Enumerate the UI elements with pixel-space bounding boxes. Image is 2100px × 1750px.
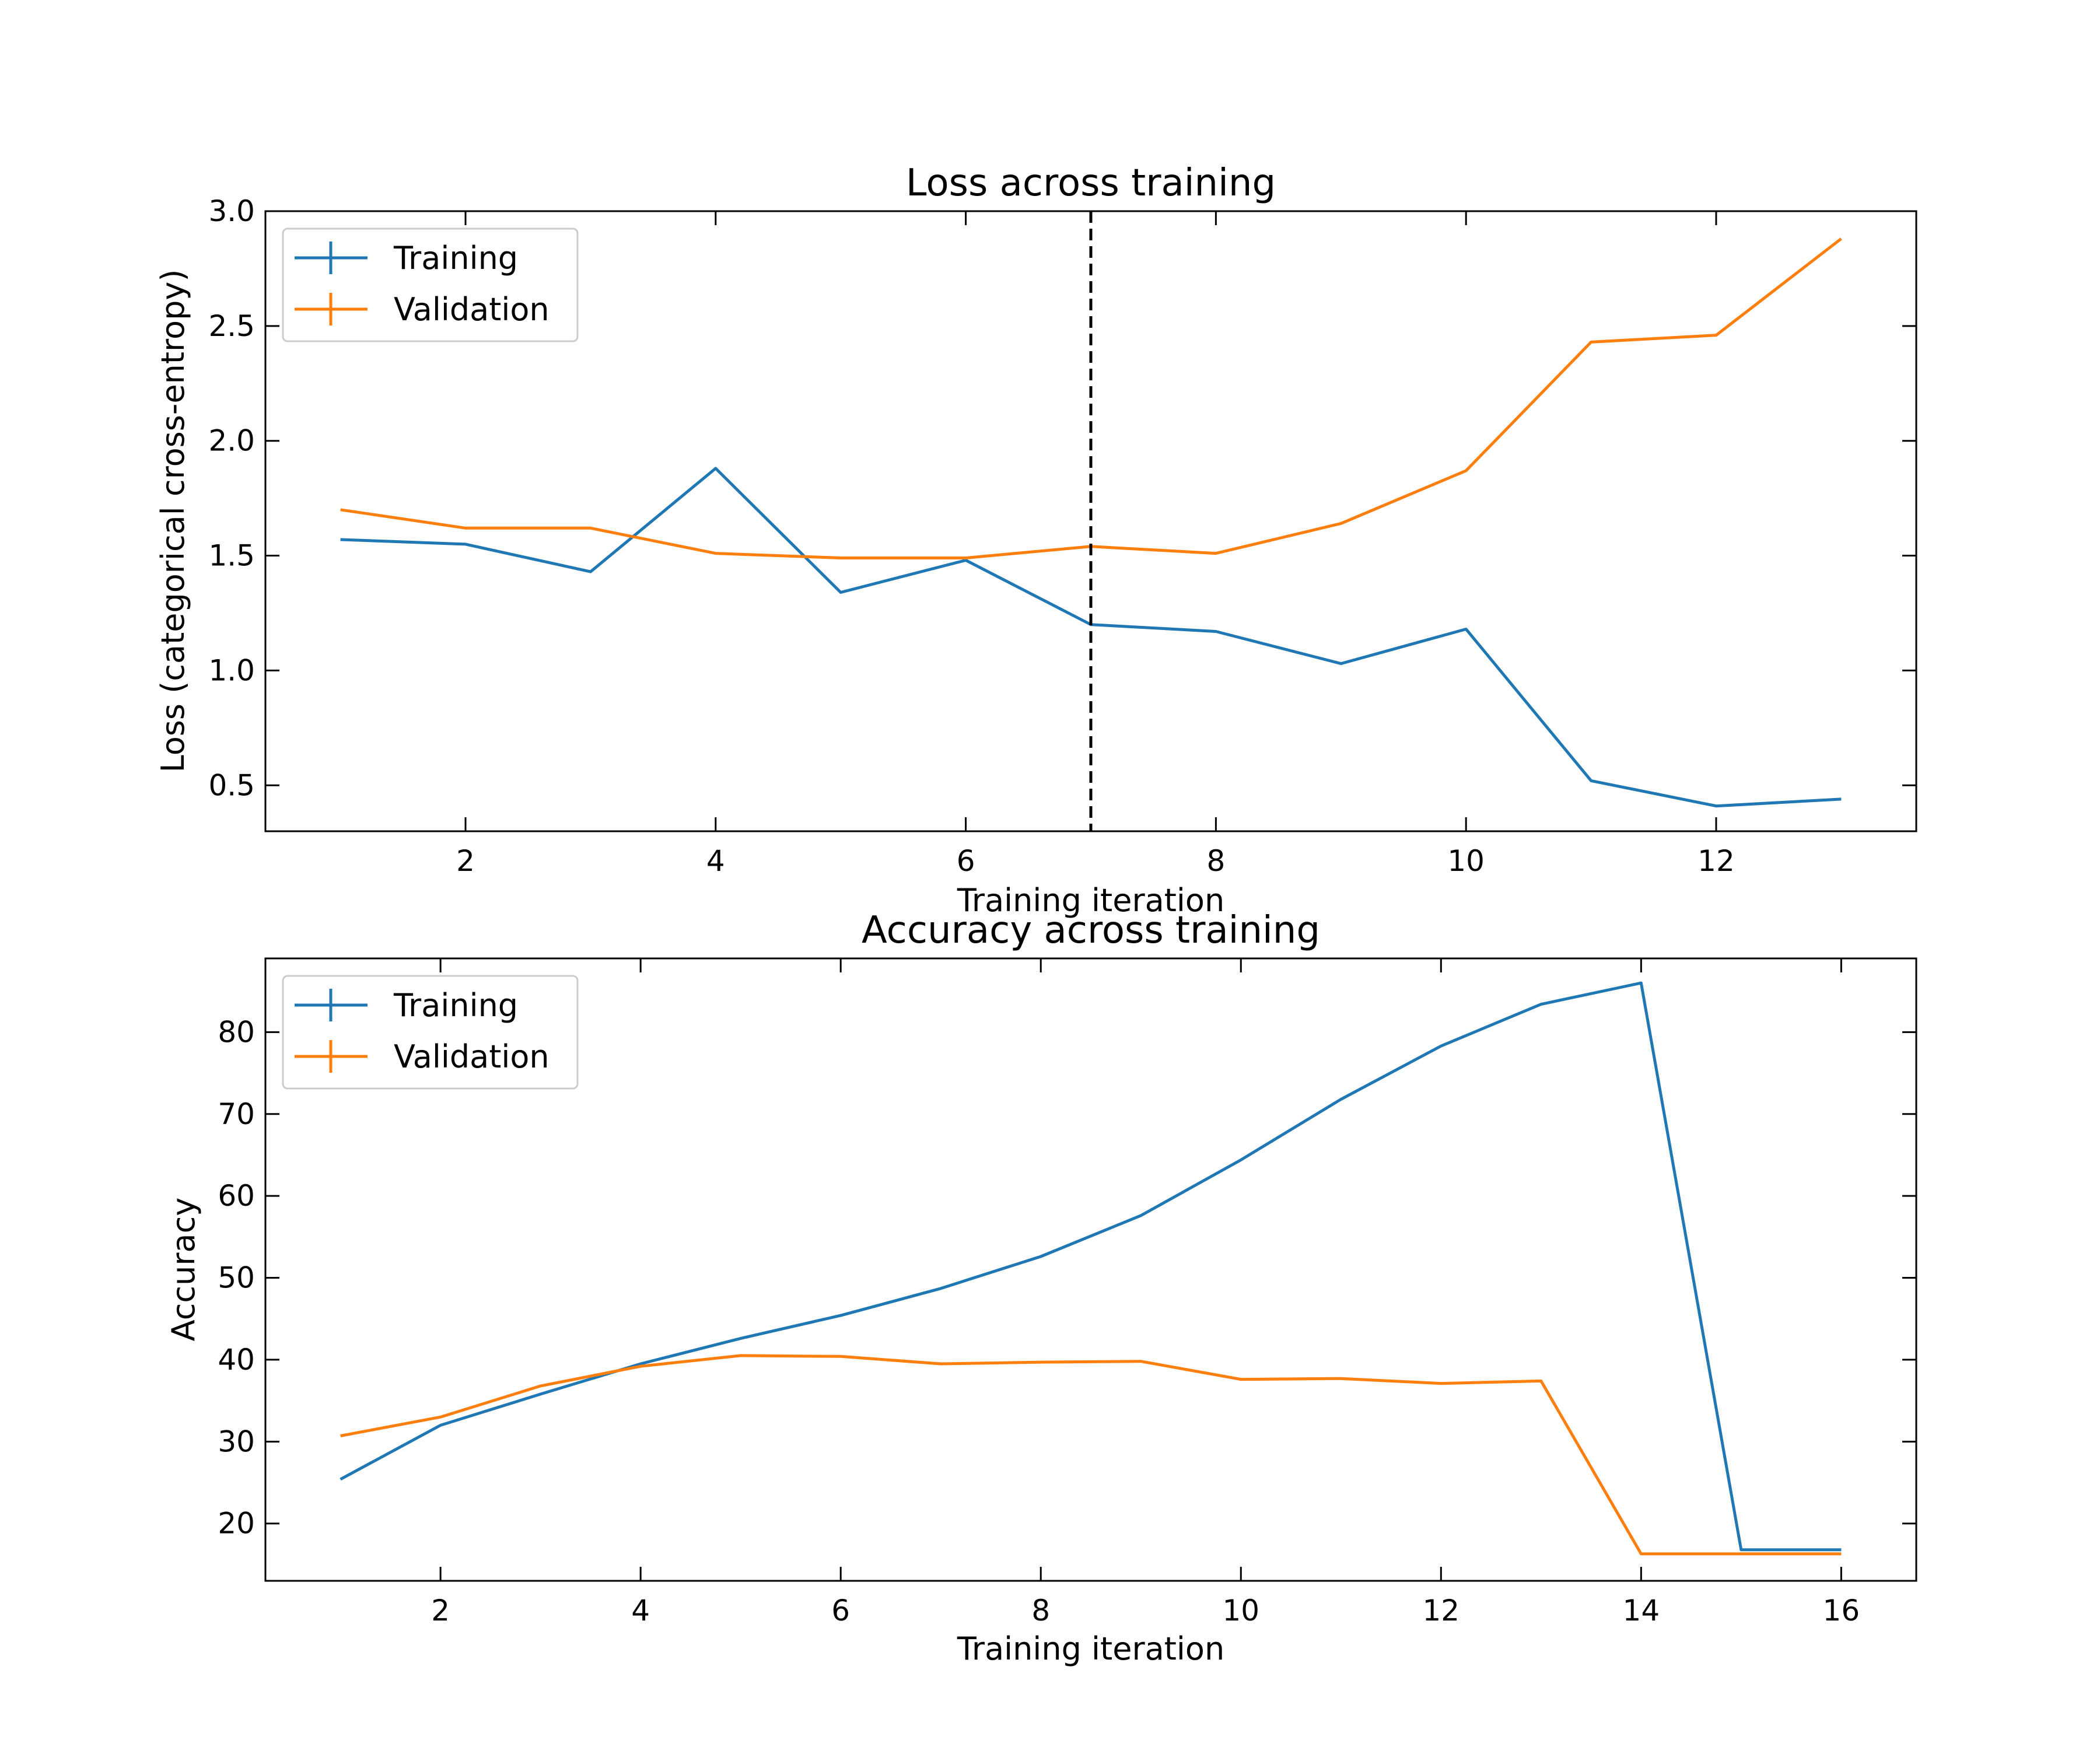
loss-y-tick-label: 0.5	[208, 768, 255, 802]
accuracy-y-tick-label: 70	[218, 1097, 255, 1131]
loss-legend-training-marker	[295, 242, 368, 274]
accuracy-legend: Training Validation	[282, 975, 579, 1090]
accuracy-x-tick-label: 2	[431, 1594, 450, 1628]
loss-series-layer	[340, 211, 1842, 831]
accuracy-x-axis-label: Training iteration	[957, 1630, 1224, 1667]
loss-y-tick-label: 1.5	[208, 539, 255, 573]
loss-x-tick-label: 4	[706, 844, 725, 878]
loss-legend: Training Validation	[282, 228, 579, 342]
accuracy-y-tick-label: 30	[218, 1424, 255, 1458]
accuracy-plot-frame	[264, 957, 1917, 1582]
accuracy-chart: 2 4 6 8 10 12 14 16 20 30 40 50 60 70 80 Accuracy acro…	[165, 909, 1917, 1667]
accuracy-y-axis-label: Accuracy	[165, 1198, 202, 1342]
accuracy-legend-validation-label: Validation	[394, 1038, 550, 1075]
loss-y-tick-label: 3.0	[208, 194, 255, 228]
loss-legend-validation-label: Validation	[394, 291, 550, 328]
accuracy-series-training-line	[340, 981, 1842, 1552]
loss-legend-training-label: Training	[393, 240, 518, 276]
accuracy-x-tick-label: 10	[1222, 1594, 1259, 1628]
loss-x-tick-label: 10	[1447, 844, 1485, 878]
loss-legend-validation-marker	[295, 293, 368, 326]
accuracy-y-tick-label: 40	[218, 1343, 255, 1377]
accuracy-x-tick-label: 14	[1623, 1594, 1660, 1628]
loss-ticks-layer: 2 4 6 8 10 12 0.5 1.0 1.5 2.0 2.5 3.0	[208, 194, 1916, 878]
accuracy-y-tick-label: 60	[218, 1179, 255, 1213]
accuracy-x-tick-label: 6	[831, 1594, 850, 1628]
loss-x-tick-label: 12	[1698, 844, 1735, 878]
loss-y-tick-label: 2.5	[208, 309, 255, 343]
accuracy-y-tick-label: 50	[218, 1261, 255, 1295]
loss-y-axis-label: Loss (categorical cross-entropy)	[155, 270, 191, 773]
accuracy-legend-training-marker	[295, 989, 368, 1021]
accuracy-y-tick-label: 20	[218, 1507, 255, 1541]
loss-x-tick-label: 6	[957, 844, 975, 878]
loss-x-tick-label: 8	[1206, 844, 1225, 878]
accuracy-series-validation-line	[340, 1354, 1842, 1556]
loss-chart: 2 4 6 8 10 12 0.5 1.0 1.5 2.0 2.5 3.0 Loss across t…	[155, 162, 1917, 919]
accuracy-ticks-layer: 2 4 6 8 10 12 14 16 20 30 40 50 60 70 80	[218, 958, 1916, 1628]
accuracy-y-tick-label: 80	[218, 1015, 255, 1049]
accuracy-legend-validation-marker	[295, 1040, 368, 1073]
accuracy-x-tick-label: 4	[631, 1594, 650, 1628]
accuracy-x-tick-label: 8	[1031, 1594, 1050, 1628]
accuracy-legend-training-label: Training	[393, 987, 518, 1024]
loss-y-tick-label: 1.0	[208, 653, 255, 687]
loss-x-tick-label: 2	[456, 844, 475, 878]
accuracy-x-tick-label: 16	[1823, 1594, 1860, 1628]
loss-y-tick-label: 2.0	[208, 424, 255, 458]
accuracy-x-tick-label: 12	[1422, 1594, 1460, 1628]
accuracy-chart-title: Accuracy across training	[862, 909, 1320, 952]
accuracy-series-layer	[340, 981, 1842, 1556]
loss-chart-title: Loss across training	[906, 162, 1276, 205]
loss-x-axis-label: Training iteration	[957, 882, 1224, 919]
loss-plot-frame	[264, 210, 1917, 832]
